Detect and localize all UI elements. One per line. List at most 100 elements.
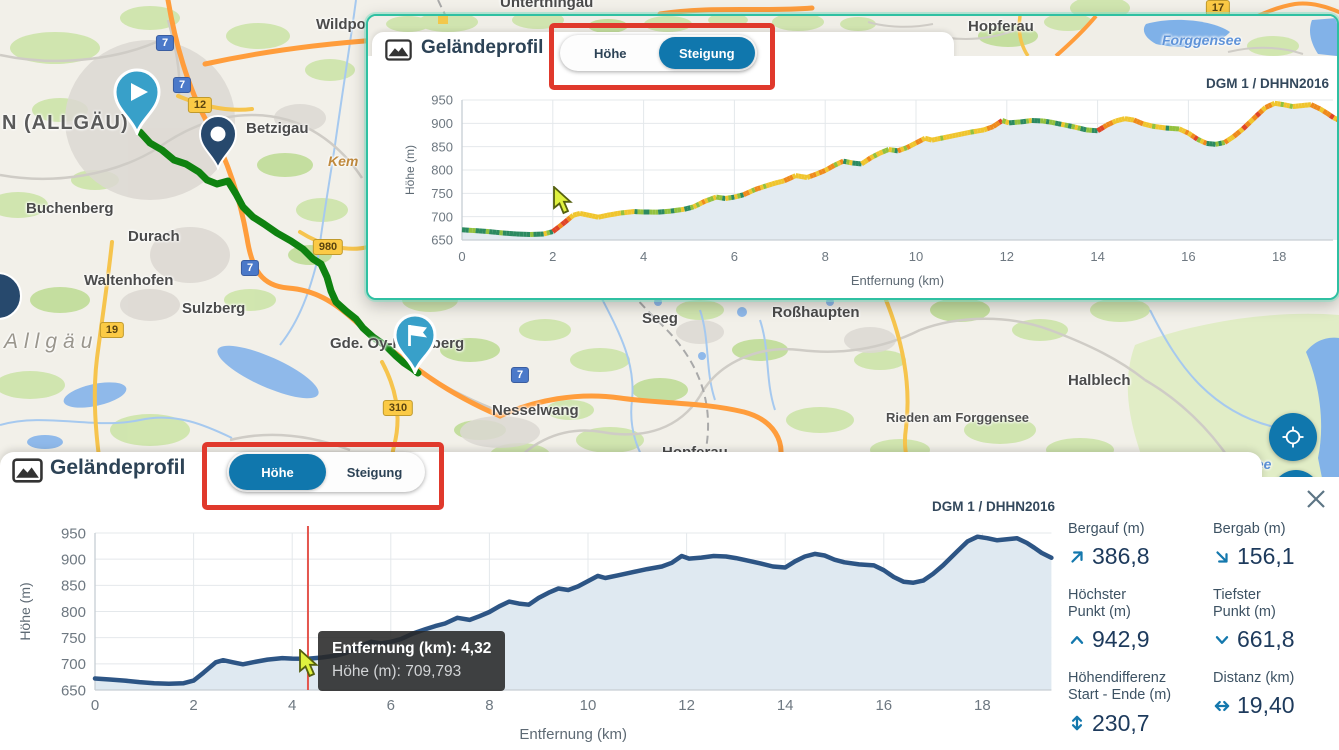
stat-distanz: Distanz (km) 19,40 — [1213, 670, 1336, 736]
pin-body — [198, 114, 238, 171]
arrow-left-right-icon — [1214, 700, 1230, 711]
elevation-source-label: DGM 1 / DHHN2016 — [1205, 76, 1329, 91]
play-icon — [131, 83, 148, 101]
svg-text:Entfernung (km): Entfernung (km) — [519, 726, 627, 743]
svg-text:850: 850 — [61, 578, 86, 595]
svg-text:650: 650 — [431, 233, 453, 248]
route-path[interactable] — [136, 128, 422, 377]
toggle-steigung[interactable]: Steigung — [658, 37, 755, 69]
svg-text:800: 800 — [431, 163, 453, 178]
svg-text:750: 750 — [431, 186, 453, 201]
stat-value: 156,1 — [1213, 543, 1336, 570]
chart-tooltip: Entfernung (km): 4,32 Höhe (m): 709,793 — [318, 631, 506, 691]
stat-label: Distanz (km) — [1213, 670, 1295, 687]
chevron-down-icon — [1215, 635, 1229, 644]
svg-text:Höhe (m): Höhe (m) — [17, 582, 33, 640]
svg-text:0: 0 — [458, 249, 465, 264]
svg-text:10: 10 — [909, 249, 923, 264]
finish-marker[interactable] — [387, 308, 443, 379]
svg-text:16: 16 — [1181, 249, 1195, 264]
svg-text:6: 6 — [387, 697, 395, 714]
svg-text:Höhe (m): Höhe (m) — [403, 145, 417, 195]
elevation-source-label: DGM 1 / DHHN2016 — [931, 499, 1055, 514]
stat-value: 386,8 — [1068, 543, 1191, 570]
stat-label: Bergauf (m) — [1068, 521, 1145, 537]
locate-button[interactable] — [1269, 413, 1317, 461]
stat-number: 156,1 — [1237, 543, 1295, 570]
toggle-steigung[interactable]: Steigung — [326, 454, 423, 490]
tooltip-distance: Entfernung (km): 4,32 — [332, 640, 492, 657]
close-button[interactable] — [1301, 485, 1331, 515]
svg-text:950: 950 — [431, 93, 453, 108]
stat-value: 19,40 — [1213, 692, 1336, 719]
svg-text:900: 900 — [61, 552, 86, 569]
svg-text:2: 2 — [189, 697, 197, 714]
svg-text:4: 4 — [288, 697, 296, 714]
panel-title: Geländeprofil — [50, 456, 186, 479]
svg-text:8: 8 — [485, 697, 493, 714]
toggle-hoehe[interactable]: Höhe — [229, 454, 326, 490]
waypoint-marker[interactable] — [193, 110, 243, 175]
stat-bergab: Bergab (m) 156,1 — [1213, 521, 1336, 570]
svg-text:12: 12 — [678, 697, 695, 714]
stat-value: 661,8 — [1213, 626, 1336, 653]
svg-text:14: 14 — [777, 697, 794, 714]
svg-text:850: 850 — [431, 139, 453, 154]
svg-text:650: 650 — [61, 682, 86, 699]
pin-body — [113, 68, 161, 138]
stat-number: 386,8 — [1092, 543, 1150, 570]
svg-text:14: 14 — [1090, 249, 1104, 264]
tooltip-elevation: Höhe (m): 709,793 — [332, 663, 462, 680]
terrain-panel-overlay: Hopferau Forggensee Geländeprofil Höhe St… — [366, 14, 1339, 300]
start-marker[interactable] — [107, 63, 167, 140]
svg-text:6: 6 — [731, 249, 738, 264]
stat-label: Höhendifferenz Start - Ende (m) — [1068, 670, 1172, 704]
svg-text:950: 950 — [61, 525, 86, 542]
svg-text:900: 900 — [431, 116, 453, 131]
flag-icon — [409, 325, 427, 338]
panel-title: Geländeprofil — [421, 37, 544, 58]
stat-value: 942,9 — [1068, 626, 1191, 653]
svg-text:0: 0 — [91, 697, 99, 714]
pin-body — [393, 313, 437, 377]
stat-number: 661,8 — [1237, 626, 1295, 653]
svg-text:12: 12 — [1000, 249, 1014, 264]
toggle-hoehe[interactable]: Höhe — [562, 37, 659, 69]
profile-mode-toggle: Höhe Steigung — [227, 452, 425, 492]
svg-text:800: 800 — [61, 604, 86, 621]
locate-icon — [1282, 426, 1304, 448]
stat-number: 230,7 — [1092, 709, 1150, 736]
stat-number: 19,40 — [1237, 692, 1295, 719]
chevron-up-icon — [1070, 635, 1084, 644]
svg-text:4: 4 — [640, 249, 647, 264]
stat-tiefster-punkt: Tiefster Punkt (m) 661,8 — [1213, 587, 1336, 653]
stat-bergauf: Bergauf (m) 386,8 — [1068, 521, 1191, 570]
svg-text:2: 2 — [549, 249, 556, 264]
elevation-stats: Bergauf (m) 386,8 Bergab (m) 156,1 Höchster … — [1068, 521, 1336, 737]
arrow-down-right-icon — [1216, 550, 1228, 563]
stat-label: Bergab (m) — [1213, 521, 1286, 537]
grade-chart[interactable]: 0 2 4 6 8 10 12 14 16 18 650 700 750 800 850 900 950 Entf… — [368, 16, 1337, 298]
arrow-up-right-icon — [1071, 550, 1083, 563]
elevation-chart[interactable]: 0 2 4 6 8 10 12 14 16 18 650 700 750 800 850 900 950 Entf… — [0, 516, 1064, 750]
dot-icon — [210, 126, 226, 142]
svg-text:18: 18 — [974, 697, 991, 714]
arrow-up-down-icon — [1071, 715, 1083, 731]
close-icon — [1307, 489, 1325, 508]
svg-text:750: 750 — [61, 630, 86, 647]
stat-hoehendifferenz: Höhendifferenz Start - Ende (m) 230,7 — [1068, 670, 1191, 736]
svg-text:Entfernung (km): Entfernung (km) — [851, 273, 944, 288]
stat-label: Tiefster Punkt (m) — [1213, 587, 1276, 621]
stat-label: Höchster Punkt (m) — [1068, 587, 1131, 621]
stat-hoechster-punkt: Höchster Punkt (m) 942,9 — [1068, 587, 1191, 653]
svg-text:8: 8 — [822, 249, 829, 264]
svg-text:700: 700 — [431, 209, 453, 224]
stat-value: 230,7 — [1068, 710, 1191, 737]
map-urban-areas — [65, 40, 896, 448]
svg-text:10: 10 — [580, 697, 597, 714]
terrain-profile-icon — [12, 458, 43, 488]
svg-text:700: 700 — [61, 656, 86, 673]
profile-mode-toggle: Höhe Steigung — [560, 35, 757, 71]
terrain-profile-icon — [385, 39, 412, 66]
